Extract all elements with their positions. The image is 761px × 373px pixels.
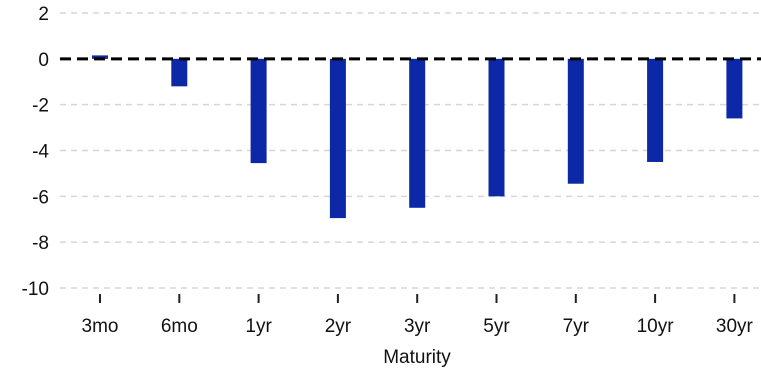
x-tick-label-3yr: 3yr [404,316,431,337]
bar-5yr [488,58,505,197]
y-tick-label: -4 [32,142,49,163]
x-tick-label-5yr: 5yr [483,316,510,337]
bar-6mo [171,58,188,87]
bar-30yr [726,58,743,119]
y-tick-label: -8 [32,233,49,254]
x-tick-label-6mo: 6mo [161,316,198,337]
x-tick-label-1yr: 1yr [245,316,272,337]
x-axis-title: Maturity [383,347,451,368]
bar-10yr [647,58,664,162]
x-tick-label-3mo: 3mo [82,316,119,337]
y-tick-label: 2 [38,4,49,25]
bar-3mo [92,55,108,59]
bar-3yr [409,58,426,208]
x-tick-label-10yr: 10yr [637,316,675,337]
bar-7yr [567,58,584,184]
grid-layer [60,12,761,289]
y-tick-label: -10 [22,279,49,300]
bar-1yr [250,58,267,164]
y-tick-labels: 2 0 -2 -4 -6 -8 -10 [22,4,50,300]
y-tick-label: -2 [32,96,49,117]
x-tick-label-2yr: 2yr [325,316,352,337]
y-tick-label: 0 [38,50,49,71]
x-tick-label-30yr: 30yr [716,316,754,337]
x-axis-ticks: 3mo 6mo 1yr 2yr 3yr 5yr 7yr 10yr 30yr [82,294,754,337]
bar-2yr [329,58,346,219]
bar-layer [92,55,743,219]
y-tick-label: -6 [32,187,49,208]
x-tick-label-7yr: 7yr [563,316,590,337]
